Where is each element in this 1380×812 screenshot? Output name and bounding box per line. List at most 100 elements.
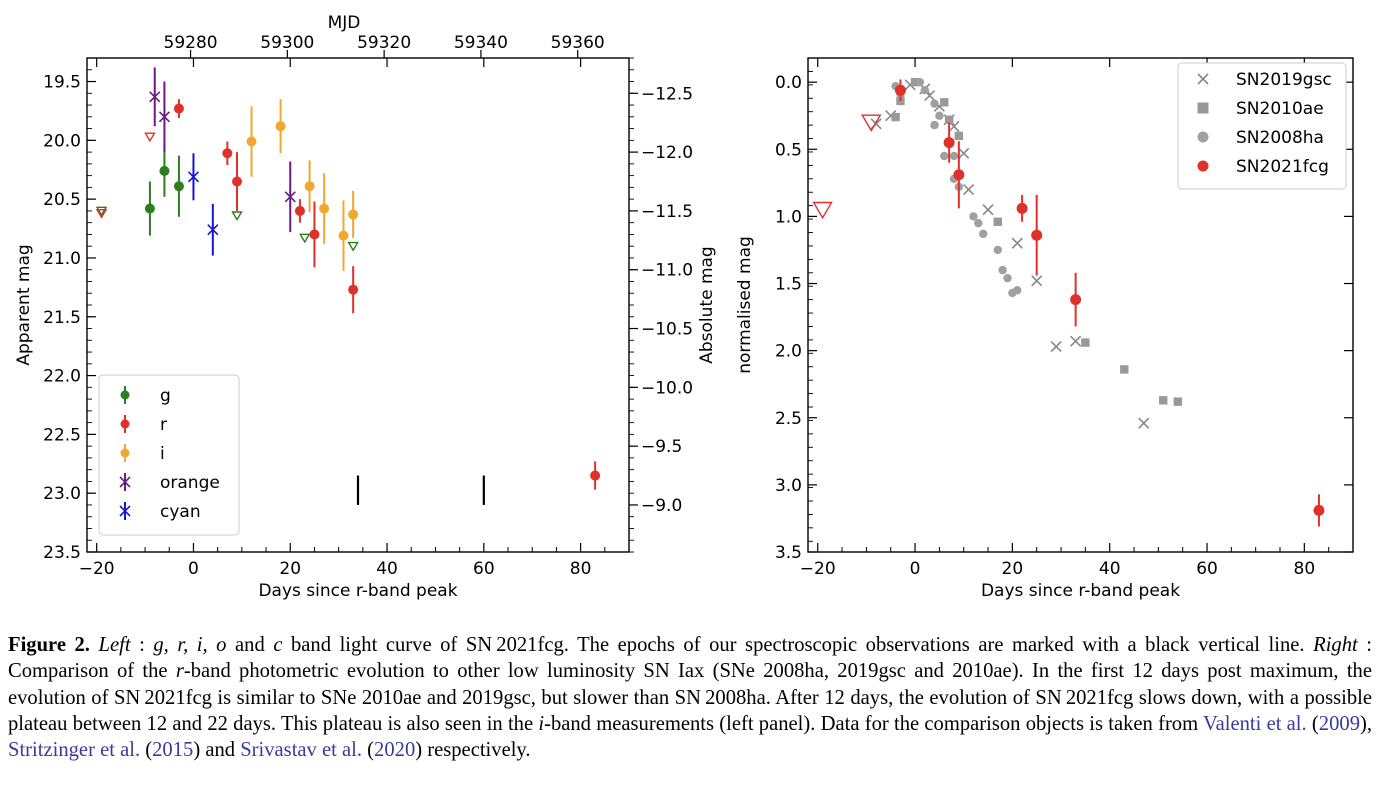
x-marker-stroke: [1031, 275, 1043, 287]
figure: −20 0 20 40 60 80 Days since r-band peak 19.5 20…: [14, 13, 1354, 601]
y-tick-label: 21.5: [43, 308, 81, 328]
x-axis-label: Days since r-band peak: [258, 581, 457, 601]
point-cyan: [187, 171, 200, 183]
point-SN2021fcg: [1070, 294, 1082, 306]
y2-tick-label: −12.0: [641, 143, 693, 163]
legend-swatch-orange: [119, 476, 131, 488]
y-tick-label: 3.0: [775, 476, 802, 496]
x-marker-stroke: [1050, 341, 1062, 353]
point-SN2008ha: [930, 120, 939, 130]
mjd-tick-label: 59300: [260, 33, 314, 53]
upper-limit-r: [95, 208, 108, 219]
y-tick-label: 20.0: [43, 131, 81, 151]
point-i: [348, 209, 359, 220]
x-marker-stroke: [1197, 73, 1209, 85]
legend-label-orange: orange: [160, 473, 220, 493]
x-marker-stroke: [1138, 417, 1150, 429]
point-SN2008ha: [969, 212, 978, 221]
point-SN2008ha: [1003, 273, 1012, 283]
point-g: [159, 165, 170, 176]
legend-swatch-SN2021fcg: [1197, 160, 1209, 172]
y-tick-label: 3.5: [775, 543, 802, 563]
x-tick-label: 80: [1294, 559, 1316, 579]
point-i: [275, 121, 286, 132]
point-SN2019gsc: [1138, 417, 1150, 429]
x-marker-stroke: [187, 171, 200, 183]
point-r: [309, 229, 320, 240]
x-marker-stroke: [149, 91, 161, 103]
point-r: [590, 470, 601, 481]
y2-tick-label: −9.5: [641, 437, 682, 457]
point-r: [232, 176, 243, 187]
upper-limit-g: [95, 206, 108, 217]
legend-swatch-g: [120, 390, 130, 400]
point-SN2010ae: [940, 98, 949, 107]
caption-label: Figure 2.: [8, 634, 90, 656]
x-tick-label: 80: [570, 559, 592, 579]
point-SN2008ha: [940, 151, 949, 161]
legend-swatch-SN2010ae: [1197, 102, 1209, 114]
point-SN2010ae: [954, 131, 964, 141]
mjd-tick-label: 59360: [551, 33, 605, 53]
y-axis-label: Apparent mag: [14, 244, 34, 365]
legend-swatch-cyan: [119, 505, 131, 517]
legend-box: [98, 374, 240, 536]
point-i: [304, 181, 315, 192]
x-marker-stroke: [982, 204, 994, 216]
y-axis-label: normalised mag: [735, 236, 755, 374]
y-tick-label: 2.5: [775, 409, 802, 429]
y-tick-label: 20.5: [43, 190, 81, 210]
legend-swatch-SN2019gsc: [1197, 73, 1209, 85]
point-SN2010ae: [1081, 338, 1090, 347]
y2-tick-label: −11.5: [641, 202, 693, 222]
x-marker-stroke: [207, 224, 219, 236]
x-marker-stroke: [924, 90, 936, 102]
point-SN2008ha: [978, 229, 988, 239]
point-r: [222, 148, 233, 159]
point-SN2008ha: [974, 218, 983, 228]
y-tick-label: 23.0: [43, 484, 81, 504]
x-marker-stroke: [1011, 237, 1023, 249]
point-SN2010ae: [1173, 397, 1183, 406]
point-SN2008ha: [949, 151, 959, 161]
point-SN2010ae: [993, 217, 1002, 226]
y2-tick-label: −11.0: [641, 261, 693, 281]
point-g: [173, 181, 184, 192]
upper-limit-SN2021fcg: [861, 114, 882, 132]
x-tick-label: 40: [376, 559, 398, 579]
mjd-tick-label: 59280: [164, 33, 218, 53]
point-SN2019gsc: [958, 147, 970, 159]
caption-text: Left : g, r, i, o and c band light curve…: [8, 634, 1373, 762]
x-marker-stroke: [119, 505, 131, 517]
point-i: [246, 136, 257, 147]
point-SN2010ae: [896, 96, 905, 106]
point-SN2010ae: [1120, 365, 1129, 374]
point-SN2008ha: [1013, 286, 1022, 295]
legend-label-r: r: [160, 415, 167, 435]
point-SN2021fcg: [943, 137, 955, 149]
y-tick-label: 21.0: [43, 249, 81, 269]
point-SN2019gsc: [1031, 275, 1043, 287]
x-tick-label: 40: [1099, 559, 1121, 579]
point-g: [144, 203, 155, 214]
point-SN2010ae: [1159, 396, 1168, 405]
upper-limit-g: [299, 233, 311, 244]
x-marker-stroke: [885, 110, 897, 122]
x-marker-stroke: [963, 183, 975, 196]
point-cyan: [207, 224, 219, 236]
point-r: [348, 284, 359, 295]
point-orange: [149, 91, 161, 103]
y-tick-label: 22.0: [43, 367, 81, 387]
plot-frame: [807, 57, 1354, 553]
y-tick-label: 2.0: [775, 342, 802, 362]
panel-right: −20 0 20 40 60 80 Days since r-band peak 0.0 0.5…: [735, 57, 1354, 601]
legend-label-SN2010ae: SN2010ae: [1236, 99, 1324, 119]
point-SN2021fcg: [1313, 504, 1325, 516]
x-marker-stroke: [958, 147, 970, 159]
x-marker-stroke: [948, 120, 960, 133]
y2-tick-label: −12.5: [641, 84, 693, 104]
y-tick-label: 1.5: [775, 275, 802, 295]
x-marker-stroke: [1070, 335, 1082, 347]
x-tick-label: 60: [473, 559, 495, 579]
point-SN2019gsc: [1050, 341, 1062, 353]
